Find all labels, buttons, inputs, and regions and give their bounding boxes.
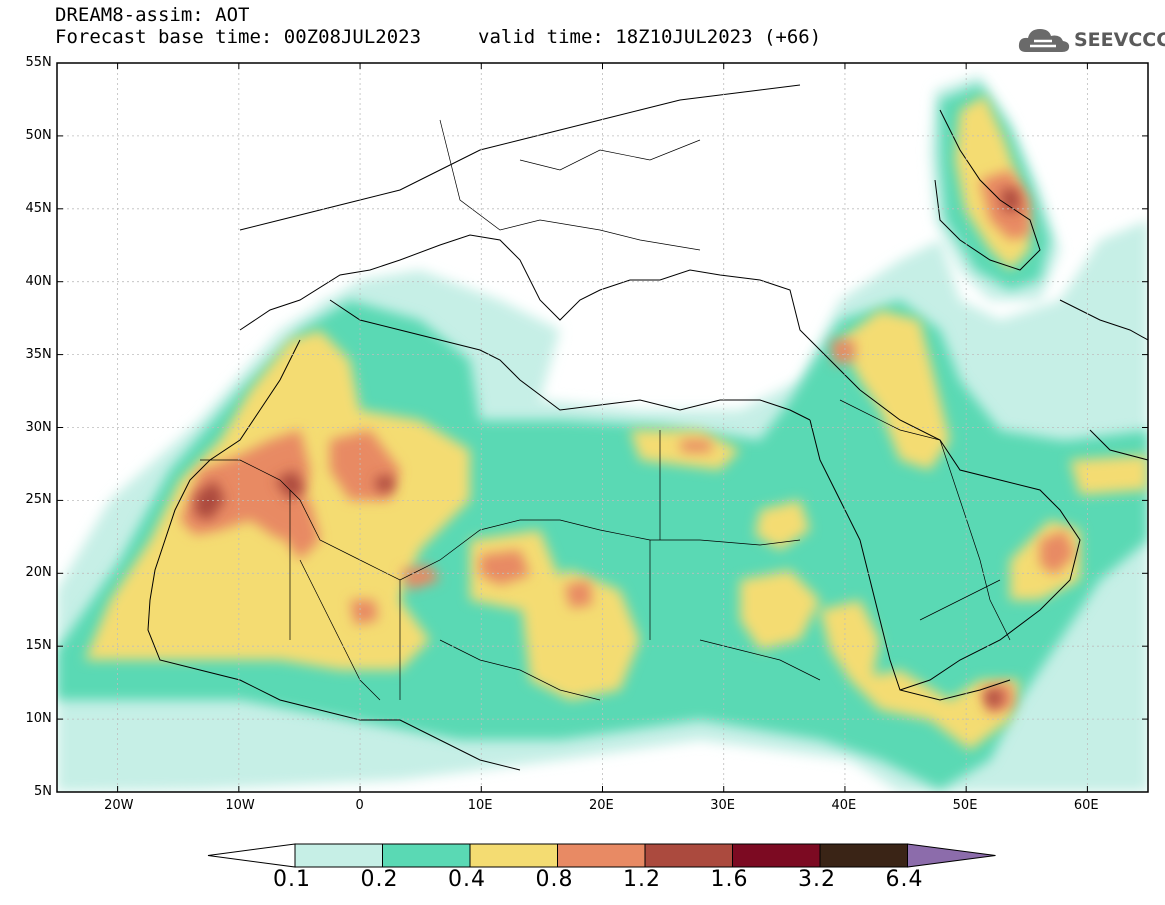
lon-label: 50E bbox=[952, 798, 978, 813]
lon-label: 20E bbox=[589, 798, 614, 813]
seevccc-logo: SEEVCCC bbox=[1016, 22, 1165, 58]
lon-label: 30E bbox=[710, 798, 735, 813]
lat-label: 50N bbox=[25, 127, 52, 143]
colorbar-label: 1.2 bbox=[623, 867, 661, 892]
lat-label: 20N bbox=[25, 565, 52, 581]
coastlines bbox=[147, 84, 1148, 771]
map-title: DREAM8-assim: AOT bbox=[55, 4, 250, 26]
lat-label: 45N bbox=[25, 200, 52, 216]
lon-label: 20W bbox=[104, 798, 134, 813]
lat-label: 40N bbox=[25, 273, 52, 289]
lat-label: 55N bbox=[25, 55, 52, 70]
logo-text: SEEVCCC bbox=[1074, 29, 1165, 51]
lon-label: 10W bbox=[225, 798, 255, 813]
lon-label: 0 bbox=[355, 798, 364, 813]
colorbar-label: 3.2 bbox=[798, 867, 836, 892]
lat-label: 30N bbox=[25, 419, 52, 435]
valid-time: valid time: 18Z10JUL2023 (+66) bbox=[478, 26, 822, 48]
aot-level-0.4 bbox=[85, 95, 1148, 750]
axis-ticks bbox=[57, 62, 1148, 793]
aot-level-1.2 bbox=[195, 188, 1020, 707]
lat-label: 10N bbox=[25, 711, 52, 727]
forecast-base-time: Forecast base time: 00Z08JUL2023 bbox=[55, 26, 422, 48]
lat-label: 35N bbox=[25, 346, 52, 362]
colorbar-label: 0.1 bbox=[273, 867, 311, 892]
colorbar-label: 0.4 bbox=[448, 867, 486, 892]
lat-label: 15N bbox=[25, 638, 52, 654]
lat-label: 5N bbox=[34, 784, 52, 799]
borders bbox=[200, 119, 1011, 701]
colorbar-label: 0.2 bbox=[360, 867, 399, 892]
lon-label: 60E bbox=[1073, 798, 1099, 813]
cloud-icon bbox=[1018, 29, 1070, 52]
colorbar-label: 0.8 bbox=[535, 867, 574, 892]
graticule bbox=[57, 63, 1148, 792]
colorbar-label: 6.4 bbox=[885, 867, 924, 892]
colorbar-label: 1.6 bbox=[710, 867, 749, 892]
lat-label: 25N bbox=[25, 492, 52, 508]
lon-label: 10E bbox=[467, 798, 493, 813]
lon-label: 40E bbox=[831, 798, 857, 813]
